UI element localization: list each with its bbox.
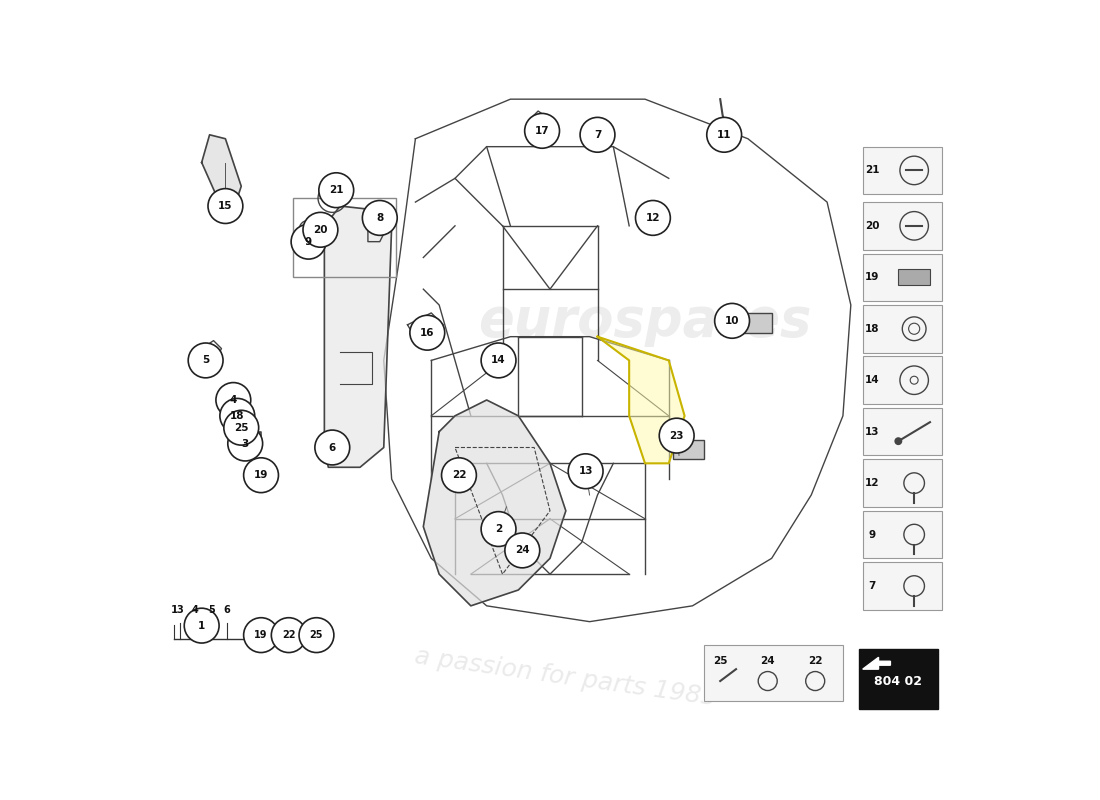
Circle shape: [319, 173, 354, 208]
Text: 6: 6: [329, 442, 336, 453]
Text: 2: 2: [495, 524, 503, 534]
Circle shape: [188, 343, 223, 378]
Circle shape: [223, 410, 258, 445]
Circle shape: [243, 458, 278, 493]
Text: 22: 22: [808, 656, 823, 666]
Circle shape: [441, 458, 476, 493]
Text: 25: 25: [713, 656, 727, 666]
Circle shape: [292, 224, 326, 259]
Text: 25: 25: [234, 422, 249, 433]
Circle shape: [481, 512, 516, 546]
Bar: [862, 202, 942, 250]
Polygon shape: [597, 337, 684, 463]
Circle shape: [569, 454, 603, 489]
Circle shape: [299, 618, 334, 653]
Bar: [862, 305, 942, 353]
Polygon shape: [424, 400, 565, 606]
Circle shape: [481, 343, 516, 378]
Text: 21: 21: [865, 166, 880, 175]
Text: 19: 19: [254, 630, 267, 640]
Text: 22: 22: [452, 470, 466, 480]
Text: 25: 25: [310, 630, 323, 640]
Text: 1: 1: [170, 606, 177, 615]
Bar: [899, 270, 930, 286]
Bar: [862, 146, 942, 194]
Text: 24: 24: [760, 656, 775, 666]
Circle shape: [185, 608, 219, 643]
Text: 15: 15: [218, 201, 233, 211]
Text: 8: 8: [376, 213, 384, 223]
Bar: [862, 408, 942, 455]
Circle shape: [220, 398, 255, 434]
Text: 21: 21: [329, 186, 343, 195]
Text: 20: 20: [314, 225, 328, 234]
Text: 13: 13: [579, 466, 593, 476]
Text: 4: 4: [192, 606, 199, 615]
Text: 9: 9: [869, 530, 876, 539]
Text: 14: 14: [492, 355, 506, 366]
Circle shape: [272, 618, 306, 653]
Circle shape: [505, 533, 540, 568]
Text: 11: 11: [717, 130, 732, 140]
Text: 12: 12: [865, 478, 880, 488]
Text: 17: 17: [535, 126, 549, 136]
Circle shape: [228, 426, 263, 461]
Text: 20: 20: [865, 221, 880, 231]
Text: 18: 18: [230, 411, 244, 421]
Bar: [862, 254, 942, 301]
Circle shape: [243, 618, 278, 653]
Circle shape: [208, 189, 243, 223]
Bar: [704, 646, 843, 701]
Text: 12: 12: [646, 213, 660, 223]
Polygon shape: [862, 658, 890, 669]
Circle shape: [216, 382, 251, 418]
Circle shape: [525, 114, 560, 148]
Text: 3: 3: [176, 606, 183, 615]
Bar: [293, 198, 396, 278]
Bar: [859, 650, 938, 709]
Text: 5: 5: [202, 355, 209, 366]
Polygon shape: [201, 134, 241, 210]
Bar: [862, 357, 942, 404]
Text: 7: 7: [869, 581, 876, 591]
Text: 19: 19: [865, 272, 879, 282]
Bar: [673, 439, 704, 459]
Text: 19: 19: [254, 470, 268, 480]
Circle shape: [315, 430, 350, 465]
Text: eurospares: eurospares: [478, 295, 812, 347]
Text: 18: 18: [865, 324, 880, 334]
Text: 3: 3: [242, 438, 249, 449]
Bar: [724, 313, 772, 333]
Circle shape: [410, 315, 444, 350]
Circle shape: [707, 118, 741, 152]
Circle shape: [894, 438, 902, 445]
Circle shape: [636, 201, 670, 235]
Text: 24: 24: [515, 546, 529, 555]
Text: a passion for parts 1985: a passion for parts 1985: [414, 644, 718, 710]
Circle shape: [362, 201, 397, 235]
Text: 22: 22: [282, 630, 296, 640]
Circle shape: [659, 418, 694, 453]
Bar: [862, 459, 942, 507]
Text: 7: 7: [594, 130, 602, 140]
Polygon shape: [324, 206, 392, 467]
Circle shape: [580, 118, 615, 152]
Text: 804 02: 804 02: [874, 674, 922, 687]
Circle shape: [715, 303, 749, 338]
Bar: [862, 511, 942, 558]
Text: 1: 1: [198, 621, 206, 630]
Text: 10: 10: [725, 316, 739, 326]
Text: 6: 6: [223, 606, 230, 615]
Text: 13: 13: [865, 426, 880, 437]
Text: 14: 14: [865, 375, 880, 386]
Text: 4: 4: [230, 395, 236, 405]
Text: 9: 9: [305, 237, 312, 246]
Bar: [862, 562, 942, 610]
Text: 16: 16: [420, 328, 434, 338]
Text: 23: 23: [670, 430, 684, 441]
Circle shape: [302, 212, 338, 247]
Text: 5: 5: [208, 606, 214, 615]
